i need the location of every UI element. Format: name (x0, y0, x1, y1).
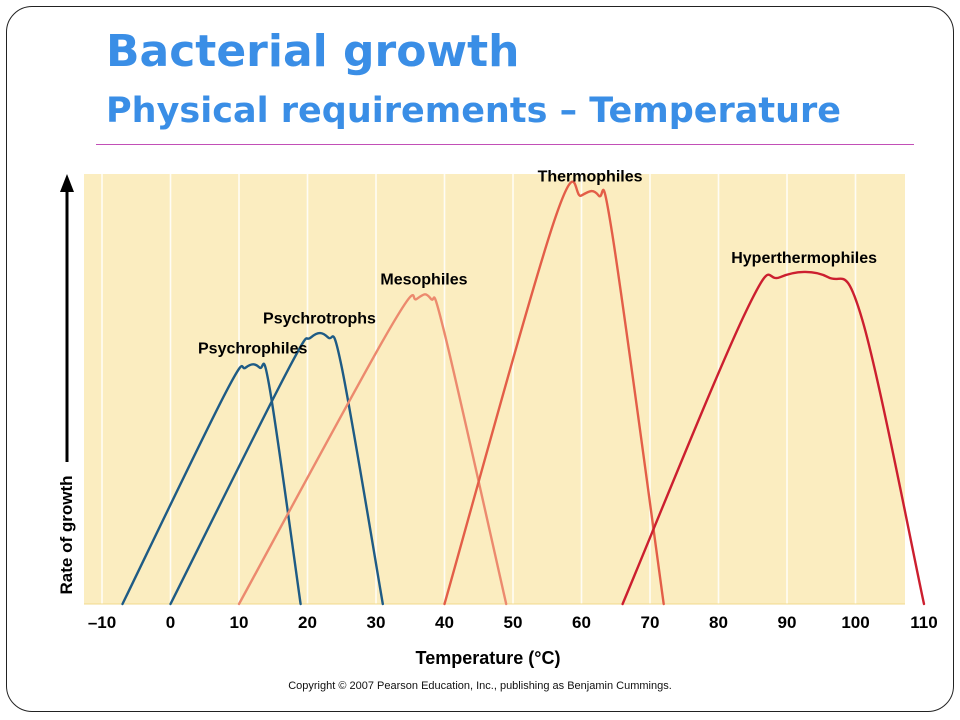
hyperthermophiles-curve (621, 270, 926, 606)
series-labels: Psychrophiles Psychrotrophs Mesophiles Ther… (198, 169, 877, 358)
x-tick-label: –10 (88, 613, 116, 632)
x-tick-label: 40 (435, 613, 454, 632)
psychrophiles-curve (121, 362, 302, 606)
x-tick-label: 10 (230, 613, 249, 632)
thermophiles-curve (443, 180, 665, 606)
plot-background (84, 174, 905, 604)
growth-curves (121, 180, 926, 606)
x-tick-label: 60 (572, 613, 591, 632)
hyperthermophiles-label: Hyperthermophiles (731, 250, 877, 267)
mesophiles-curve (237, 293, 508, 606)
x-tick-label: 90 (778, 613, 797, 632)
psychrophiles-label: Psychrophiles (198, 341, 307, 358)
slide-title: Bacterial growth (106, 26, 520, 77)
x-tick-labels: –10 0 10 20 30 40 50 60 70 80 90 100 110 (88, 613, 938, 632)
x-tick-label: 100 (841, 613, 869, 632)
x-tick-label: 110 (910, 613, 937, 632)
thermophiles-label: Thermophiles (538, 169, 643, 186)
x-tick-label: 20 (298, 613, 317, 632)
y-axis-arrow-head (60, 174, 74, 192)
mesophiles-label: Mesophiles (380, 272, 467, 289)
title-divider (96, 144, 914, 145)
x-tick-label: 30 (367, 613, 386, 632)
copyright-notice: Copyright © 2007 Pearson Education, Inc.… (288, 680, 672, 692)
y-axis (60, 174, 74, 462)
x-tick-label: 70 (641, 613, 660, 632)
psychrotrophs-curve (169, 331, 384, 606)
x-tick-label: 0 (166, 613, 175, 632)
x-tick-label: 50 (504, 613, 523, 632)
slide-subtitle: Physical requirements – Temperature (106, 91, 842, 131)
psychrotrophs-label: Psychrotrophs (263, 310, 376, 327)
y-axis-title: Rate of growth (57, 476, 76, 595)
gridlines (101, 174, 925, 604)
x-tick-label: 80 (709, 613, 728, 632)
x-axis-title: Temperature (°C) (416, 648, 561, 668)
